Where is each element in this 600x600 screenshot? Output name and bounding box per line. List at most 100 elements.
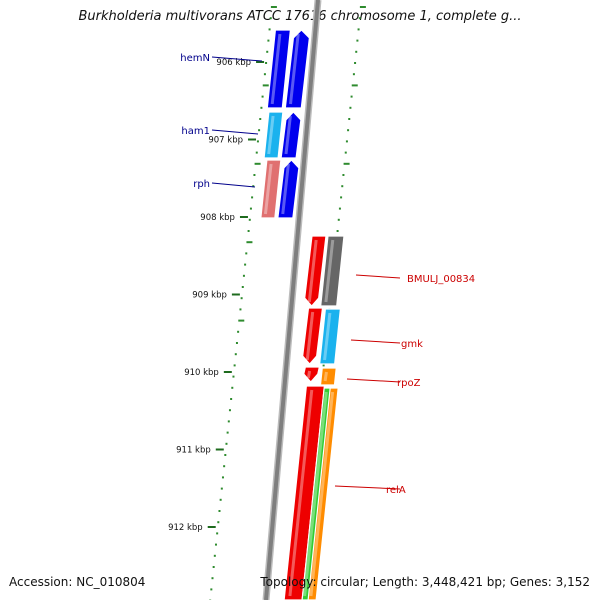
tick-dot-inner [226,431,229,434]
tick-dot-outer [344,151,347,154]
rpoZ-gene-highlight [306,370,312,379]
rpoZ-gene-block[interactable] [303,366,321,383]
ruler-label: 906 kbp [216,58,251,68]
tick-dot-inner [265,62,268,64]
tick-dot-inner [241,286,244,288]
genome-summary-text: Topology: circular; Length: 3,448,421 bp… [260,575,590,589]
ruler: 906 kbp 907 kbp 908 kbp 909 kbp 910 kbp 911 k… [168,58,265,533]
tick-dot-inner [244,263,247,266]
tick-dot-outer [336,230,339,232]
tick-dot-inner [261,95,264,98]
gmk-gene-block[interactable] [302,307,324,365]
tick-dot-outer [358,17,361,20]
gene-leader-line [346,378,401,383]
hemN-cds-block[interactable] [266,29,292,109]
tick-dot-outer [341,185,344,188]
tick-dot-inner [223,465,226,468]
gene-label-hemN[interactable]: hemN [180,53,210,64]
tick-dot-outer [347,129,350,132]
tick-dot-inner [266,50,269,53]
BMULJ_00834-cds-block[interactable] [320,235,345,307]
relA-gene-block[interactable] [283,385,326,600]
tick-dot-inner [237,330,240,333]
ruler-major-tick [231,293,240,296]
rph-cds-block[interactable] [260,159,282,219]
tick-dot-outer [354,62,357,64]
tick-dot-inner [246,241,253,244]
tick-dot-inner [217,521,220,524]
ham1-gene-block[interactable] [280,111,302,159]
ham1-cds-highlight [267,115,275,155]
gmk-gene-highlight [305,311,315,361]
tick-dot-inner [219,498,222,501]
tick-dot-outer [355,50,358,53]
gene-label-BMULJ_00834[interactable]: BMULJ_00834 [407,274,475,285]
tick-dot-inner [218,510,221,512]
relA-misc-block[interactable] [301,387,332,600]
relA-cds-block[interactable] [307,387,339,600]
hemN-cds-highlight [270,33,282,105]
tick-dot-inner [231,386,234,389]
tick-dot-outer [343,162,350,165]
hemN-gene-block[interactable] [284,29,311,109]
tick-dot-inner [234,353,237,356]
ruler-major-tick [248,138,257,141]
accession-text: Accession: NC_010804 [9,575,146,589]
tick-dot-inner [259,118,262,120]
tick-dot-inner [258,129,261,132]
rpoZ-cds-block[interactable] [319,367,337,386]
tick-dot-inner [239,308,242,311]
gene-leader-line [334,485,401,490]
ham1-gene-highlight [284,115,292,155]
gene-label-gmk[interactable]: gmk [401,339,423,350]
rph-gene-block[interactable] [277,159,300,219]
gene-label-rpoZ[interactable]: rpoZ [397,378,421,389]
gene-label-ham1[interactable]: ham1 [181,126,210,137]
map-title: Burkholderia multivorans ATCC 17616 chro… [78,9,522,24]
tick-dot-inner [248,218,251,221]
ruler-label: 909 kbp [192,291,227,301]
ruler-label: 908 kbp [200,213,235,223]
gene-leader-line [355,274,401,279]
tick-dot-inner [240,297,243,300]
tick-dot-inner [233,364,236,367]
tick-dot-inner [269,17,272,20]
tick-dot-outer [338,207,341,210]
tick-dot-inner [242,274,245,277]
tick-dot-inner [252,185,255,188]
tick-dot-outer [359,6,366,8]
tick-dot-inner [213,554,216,557]
tick-dot-inner [225,442,228,445]
ruler-label: 912 kbp [168,523,203,533]
tick-dot-outer [337,218,340,221]
relA-cds-highlight [309,391,335,597]
tick-dot-inner [245,252,248,255]
backbone [262,0,322,600]
tick-dot-inner [211,577,214,580]
ruler-label: 910 kbp [184,368,219,378]
tick-dot-inner [263,73,266,76]
gene-label-relA[interactable]: relA [386,485,406,496]
feature-tracks [260,29,345,600]
tick-dot-outer [357,28,360,31]
gmk-cds-block[interactable] [318,308,342,365]
tick-dot-inner [238,319,245,322]
tick-dot-inner [270,6,277,8]
tick-dot-inner [232,375,235,378]
BMULJ_00834-gene-highlight [307,239,318,303]
BMULJ_00834-cds-highlight [324,239,335,303]
tick-dot-inner [210,588,213,591]
BMULJ_00834-gene-block[interactable] [304,235,327,307]
ruler-label: 907 kbp [208,136,243,146]
tick-dot-inner [255,151,258,154]
tick-dot-inner [262,84,269,87]
ruler-label: 911 kbp [176,446,211,456]
gene-leader-line [211,182,256,188]
gene-label-rph[interactable]: rph [193,179,210,190]
gmk-cds-highlight [323,312,332,361]
tick-dot-inner [251,196,254,199]
rph-cds-highlight [263,163,273,215]
ham1-cds-block[interactable] [263,111,284,159]
tick-dot-outer [322,364,325,367]
